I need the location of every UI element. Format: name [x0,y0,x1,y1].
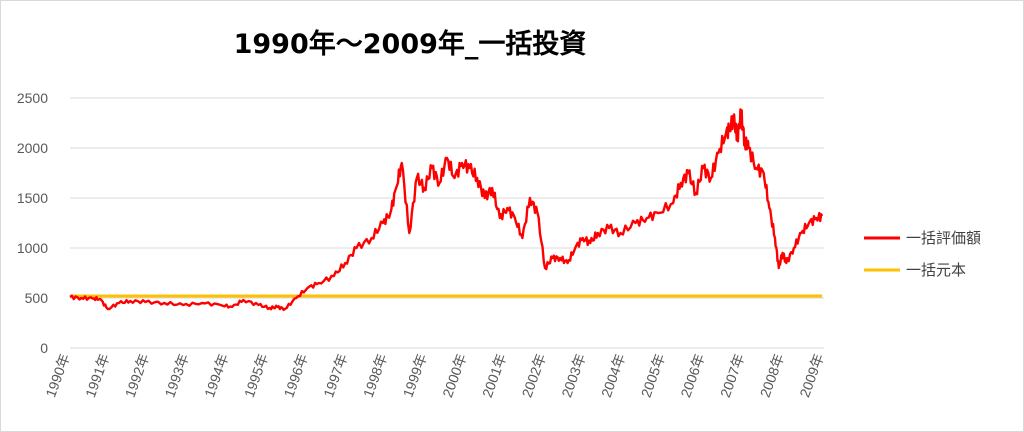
chart-title: 1990年～2009年_一括投資 [233,29,587,60]
y-axis-ticks: 0 500 1000 1500 2000 2500 [17,90,48,356]
x-tick-label: 1991年 [82,352,112,400]
x-tick-label: 1997年 [320,352,350,400]
x-tick-label: 1999年 [399,352,429,400]
x-tick-label: 1995年 [241,352,271,400]
x-tick-label: 2002年 [519,352,549,400]
x-tick-label: 2004年 [598,352,628,400]
legend-label: 一括元本 [906,261,966,279]
y-tick-label: 2000 [17,140,48,156]
x-tick-label: 2000年 [439,352,469,400]
x-tick-label: 2009年 [796,352,826,400]
x-tick-label: 2001年 [479,352,509,400]
x-tick-label: 2008年 [757,352,787,400]
x-tick-label: 1992年 [122,352,152,400]
x-tick-label: 1993年 [161,352,191,400]
y-tick-label: 1000 [17,240,48,256]
y-tick-label: 0 [40,340,48,356]
series-lines [69,108,824,312]
x-axis-ticks: 1990年 1991年 1992年 1993年 1994年 1995年 1996年 1997年… [42,352,826,400]
y-tick-label: 1500 [17,190,48,206]
x-tick-label: 1996年 [280,352,310,400]
x-tick-label: 1990年 [42,352,72,400]
y-tick-label: 500 [25,290,49,306]
y-tick-label: 2500 [17,90,48,106]
x-tick-label: 2003年 [558,352,588,400]
x-tick-label: 2006年 [677,352,707,400]
x-tick-label: 2007年 [717,352,747,400]
x-tick-label: 1994年 [201,352,231,400]
series-line [69,108,824,312]
x-tick-label: 2005年 [638,352,668,400]
legend-label: 一括評価額 [906,229,981,247]
x-tick-label: 1998年 [360,352,390,400]
gridlines [70,97,824,349]
